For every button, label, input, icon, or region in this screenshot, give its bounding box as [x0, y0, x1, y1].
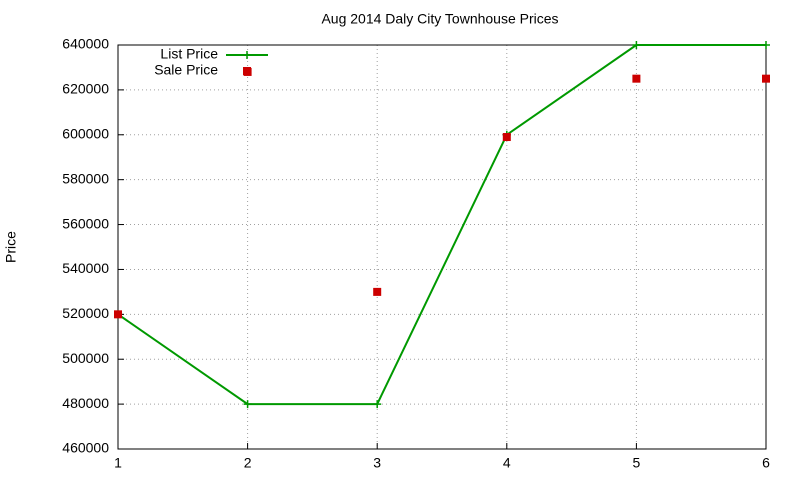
y-tick-label: 480000	[62, 395, 109, 411]
point-marker	[373, 400, 382, 409]
series-line	[117, 44, 766, 406]
legend-label: Sale Price	[154, 62, 218, 78]
point-marker	[373, 287, 382, 296]
y-tick-label: 560000	[62, 215, 109, 231]
x-tick-label: 3	[373, 455, 381, 471]
y-tick-label: 500000	[62, 350, 109, 366]
point-marker	[243, 400, 252, 409]
point-marker	[762, 41, 770, 49]
y-tick-label: 580000	[62, 170, 109, 186]
point-marker	[632, 41, 641, 49]
point-marker	[632, 74, 641, 83]
x-tick-label: 4	[503, 455, 511, 471]
y-tick-label: 640000	[62, 36, 109, 52]
legend-label: List Price	[160, 46, 218, 62]
plot-border	[117, 44, 767, 450]
y-tick-label: 620000	[62, 81, 109, 97]
y-tick-label: 540000	[62, 260, 109, 276]
y-tick-label: 460000	[62, 440, 109, 456]
point-marker	[502, 133, 511, 142]
x-tick-label: 1	[114, 455, 122, 471]
y-tick-label: 600000	[62, 125, 109, 141]
y-axis-label: Price	[3, 231, 19, 263]
point-marker	[243, 67, 251, 75]
x-tick-label: 6	[762, 455, 770, 471]
x-tick-label: 2	[244, 455, 252, 471]
x-tick-label: 5	[633, 455, 641, 471]
point-marker	[243, 51, 251, 59]
y-tick-label: 520000	[62, 305, 109, 321]
point-marker	[762, 74, 770, 83]
point-marker	[114, 310, 122, 319]
chart-title: Aug 2014 Daly City Townhouse Prices	[321, 11, 558, 27]
